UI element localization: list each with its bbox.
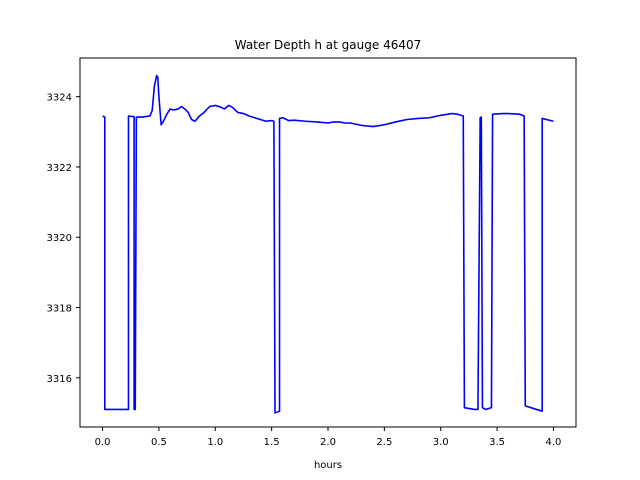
x-tick-label: 0.0: [95, 437, 111, 448]
x-tick-label: 1.5: [264, 437, 280, 448]
series-line: [102, 74, 554, 414]
x-tick-label: 3.0: [433, 437, 449, 448]
x-tick-label: 2.0: [320, 437, 336, 448]
x-tick-label: 1.0: [207, 437, 223, 448]
x-tick-label: 4.0: [546, 437, 562, 448]
y-tick-label: 3316: [47, 374, 72, 385]
x-tick-label: 0.5: [151, 437, 167, 448]
axis-ticks: 0.0 0.5 1.0 1.5 2.0 2.5 3.0 3.5 4.0 3316 3318 3320 3…: [47, 93, 562, 448]
x-tick-label: 2.5: [376, 437, 392, 448]
y-tick-label: 3320: [47, 233, 72, 244]
x-axis-label: hours: [314, 460, 342, 471]
chart-title: Water Depth h at gauge 46407: [235, 38, 422, 52]
y-tick-label: 3318: [47, 304, 72, 315]
y-tick-label: 3322: [47, 163, 72, 174]
x-tick-label: 3.5: [489, 437, 505, 448]
y-tick-label: 3324: [47, 93, 72, 104]
series-layer: [102, 74, 554, 414]
plot-frame: [79, 57, 577, 428]
